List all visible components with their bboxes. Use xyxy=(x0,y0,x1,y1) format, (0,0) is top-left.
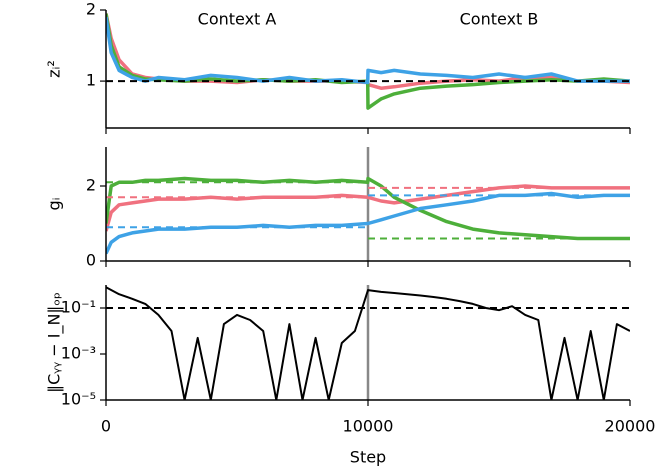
y-axis-label: ‖Cᵧᵧ − I_N‖ₒₚ xyxy=(45,292,65,393)
x-tick-label: 20000 xyxy=(605,417,656,436)
y-axis-label: gᵢ xyxy=(45,197,64,210)
y-tick-label: 2 xyxy=(86,176,96,195)
x-axis-label: Step xyxy=(350,448,386,467)
y-tick-label: 10⁻⁵ xyxy=(61,390,96,409)
y-tick-label: 2 xyxy=(86,0,96,19)
y-axis-label: zᵢ² xyxy=(45,60,64,78)
y-tick-label: 0 xyxy=(86,251,96,270)
y-tick-label: 10⁻¹ xyxy=(61,298,96,317)
annotation: Context B xyxy=(460,10,539,29)
y-tick-label: 1 xyxy=(86,71,96,90)
x-tick-label: 0 xyxy=(101,417,111,436)
series-line xyxy=(106,176,630,241)
annotation: Context A xyxy=(198,10,277,29)
series-line xyxy=(106,286,630,400)
series-line xyxy=(106,184,630,232)
x-tick-label: 10000 xyxy=(343,417,394,436)
series-line xyxy=(106,16,630,85)
series-line xyxy=(106,191,630,255)
y-tick-label: 10⁻³ xyxy=(61,344,96,363)
series-line xyxy=(106,13,630,110)
